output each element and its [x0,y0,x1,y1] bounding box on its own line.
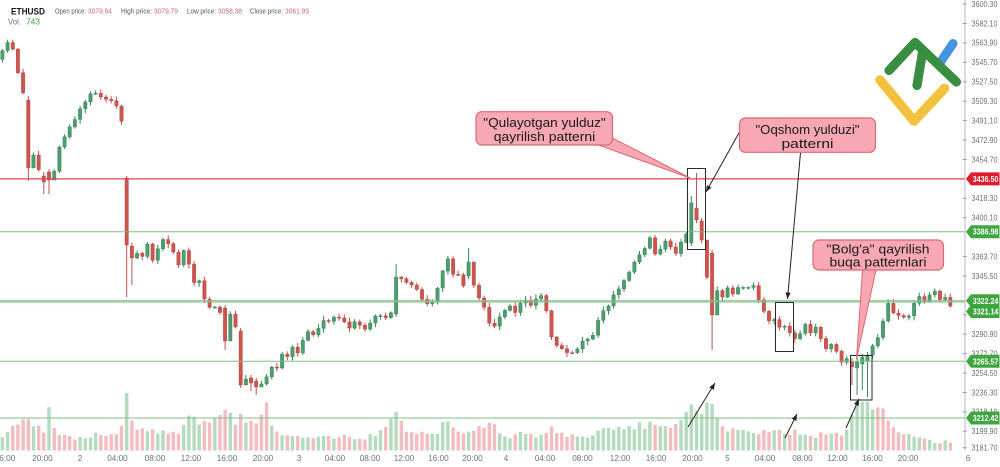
svg-text:16:00: 16:00 [217,454,238,463]
svg-text:"Qulayotgan yulduz": "Qulayotgan yulduz" [483,115,606,130]
svg-text:20:00: 20:00 [682,454,703,463]
svg-text:12:00: 12:00 [181,454,202,463]
svg-text:3363.70: 3363.70 [972,252,998,261]
svg-text:3436.50: 3436.50 [973,175,999,184]
svg-text:3400.10: 3400.10 [972,214,998,223]
svg-text:patterni: patterni [782,136,834,151]
svg-text:3321.14: 3321.14 [973,308,999,317]
svg-text:08:00: 08:00 [145,454,166,463]
svg-text:High price:: High price: [121,7,152,16]
svg-text:3386.98: 3386.98 [973,228,999,237]
svg-text:3418.30: 3418.30 [972,194,998,203]
svg-text:3061.99: 3061.99 [285,7,309,16]
svg-text:Close price:: Close price: [250,7,283,16]
svg-text:20:00: 20:00 [32,454,53,463]
svg-text:20:00: 20:00 [253,454,274,463]
svg-text:3454.70: 3454.70 [972,155,998,164]
svg-text:16:00: 16:00 [428,454,449,463]
svg-text:3: 3 [297,454,302,463]
svg-text:16:00: 16:00 [862,454,883,463]
svg-text:04:00: 04:00 [755,454,776,463]
svg-text:Low price:: Low price: [187,7,216,16]
svg-text:4: 4 [504,454,509,463]
svg-text:12:00: 12:00 [610,454,631,463]
svg-text:08:00: 08:00 [792,454,813,463]
svg-text:Vol.: Vol. [8,17,21,27]
svg-text:3600.30: 3600.30 [972,0,998,9]
svg-text:04:00: 04:00 [107,454,128,463]
svg-text:buqa patternlari: buqa patternlari [830,255,927,270]
svg-text:3545.70: 3545.70 [972,58,998,67]
svg-text:3254.50: 3254.50 [972,369,998,378]
svg-text:3509.30: 3509.30 [972,97,998,106]
svg-text:2: 2 [78,454,83,463]
svg-text:ETHUSD: ETHUSD [11,7,45,18]
svg-text:08:00: 08:00 [572,454,593,463]
svg-text:12:00: 12:00 [827,454,848,463]
svg-text:3582.10: 3582.10 [972,19,998,28]
svg-text:12:00: 12:00 [394,454,415,463]
svg-text:3199.90: 3199.90 [972,427,998,436]
svg-text:04:00: 04:00 [325,454,346,463]
svg-text:"Oqshom yulduzi": "Oqshom yulduzi" [756,122,860,137]
svg-text:3181.70: 3181.70 [972,444,998,453]
svg-text:6: 6 [966,454,971,463]
svg-text:20:00: 20:00 [898,454,919,463]
svg-text:3272.70: 3272.70 [972,349,998,358]
svg-text:04:00: 04:00 [535,454,556,463]
svg-text:16:00: 16:00 [0,454,16,463]
svg-text:5: 5 [725,454,730,463]
svg-text:3491.10: 3491.10 [972,116,998,125]
svg-text:3079.79: 3079.79 [154,7,178,16]
svg-text:3290.90: 3290.90 [972,330,998,339]
svg-text:3472.90: 3472.90 [972,136,998,145]
svg-text:3265.57: 3265.57 [973,357,999,366]
svg-text:743: 743 [26,17,40,27]
svg-text:3527.50: 3527.50 [972,78,998,87]
svg-text:"Bolg'a" qayrilish: "Bolg'a" qayrilish [827,242,930,257]
svg-text:3563.90: 3563.90 [972,39,998,48]
svg-text:3345.50: 3345.50 [972,272,998,281]
svg-text:qayrilish patterni: qayrilish patterni [494,129,596,144]
svg-text:3322.24: 3322.24 [973,297,999,306]
svg-text:08:00: 08:00 [360,454,381,463]
svg-text:Open price:: Open price: [55,7,86,16]
svg-text:3079.64: 3079.64 [88,7,112,16]
svg-text:16:00: 16:00 [646,454,667,463]
svg-text:3236.30: 3236.30 [972,388,998,397]
svg-text:3058.38: 3058.38 [218,7,242,16]
svg-text:20:00: 20:00 [462,454,483,463]
svg-text:3212.42: 3212.42 [973,414,999,423]
